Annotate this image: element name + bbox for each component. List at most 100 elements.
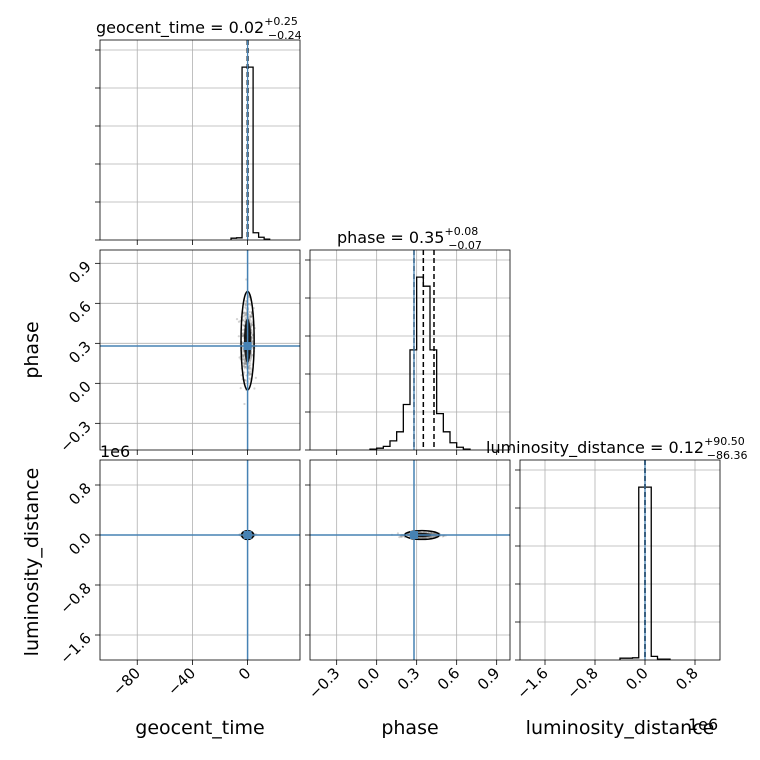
scatter-point bbox=[242, 355, 245, 358]
scatter-point bbox=[425, 536, 428, 539]
scatter-point bbox=[243, 363, 246, 366]
x-tick-label: −40 bbox=[164, 664, 199, 699]
scatter-point bbox=[245, 299, 248, 303]
scatter-point bbox=[249, 370, 252, 373]
y-tick-label: −0.8 bbox=[56, 579, 94, 617]
scatter-point bbox=[245, 307, 248, 310]
scatter-point bbox=[241, 354, 245, 357]
scatter-point bbox=[419, 530, 422, 534]
x-tick-label: −0.8 bbox=[563, 664, 601, 702]
scatter-point bbox=[250, 353, 254, 357]
scatter-point bbox=[430, 531, 433, 535]
scatter-point bbox=[243, 360, 246, 363]
panel-grid bbox=[100, 460, 300, 660]
scatter-point bbox=[250, 321, 254, 325]
scatter-point bbox=[242, 364, 246, 367]
scatter-point bbox=[251, 336, 254, 340]
scatter-point bbox=[243, 362, 246, 365]
scatter-point bbox=[421, 536, 424, 539]
scatter-point bbox=[247, 367, 250, 370]
truth-marker bbox=[243, 342, 252, 350]
scatter-point bbox=[421, 536, 425, 540]
scatter-point bbox=[250, 330, 253, 334]
scatter-point bbox=[241, 350, 244, 354]
scatter-point bbox=[418, 536, 422, 539]
scatter-point bbox=[244, 361, 247, 364]
y-tick-label: 0.3 bbox=[65, 337, 95, 367]
ylabel-phase: phase bbox=[21, 321, 43, 378]
scatter-point bbox=[250, 314, 253, 318]
scatter-point bbox=[254, 376, 257, 379]
xlabel-geocent-time: geocent_time bbox=[135, 717, 264, 739]
y-tick-label: 0.9 bbox=[65, 257, 95, 287]
title-geocent-time: geocent_time = 0.02+0.25 −0.24 bbox=[96, 15, 302, 42]
scatter-point bbox=[250, 355, 253, 358]
scatter-point bbox=[249, 319, 252, 322]
scatter-point bbox=[241, 335, 245, 338]
y-tick-label: 0.0 bbox=[65, 529, 95, 559]
xlabel-luminosity-distance: luminosity_distance bbox=[526, 717, 715, 739]
scatter-point bbox=[242, 358, 245, 361]
scatter-point bbox=[242, 323, 245, 327]
scatter-point bbox=[244, 365, 247, 368]
scatter-point bbox=[400, 535, 403, 539]
histogram-geocent_time bbox=[230, 66, 271, 240]
x-tick-label: −1.6 bbox=[513, 664, 551, 702]
scatter-point bbox=[242, 311, 246, 314]
scatter-point bbox=[441, 535, 444, 538]
y-tick-label: 0.0 bbox=[65, 377, 95, 407]
scatter-point bbox=[249, 356, 253, 359]
scatter-point bbox=[429, 535, 433, 539]
scatter-point bbox=[242, 361, 245, 365]
scatter-point bbox=[249, 315, 252, 318]
x-tick-label: 0.9 bbox=[474, 664, 504, 694]
scatter-point bbox=[248, 365, 251, 369]
scatter-point bbox=[248, 377, 251, 380]
scatter-point bbox=[429, 531, 433, 535]
y-tick-label: −0.3 bbox=[56, 417, 94, 455]
ylabel-luminosity-distance: luminosity_distance bbox=[21, 468, 43, 657]
scatter-point bbox=[243, 362, 246, 365]
scatter-point bbox=[242, 356, 245, 359]
panel-grid bbox=[520, 460, 720, 660]
scatter-point bbox=[248, 310, 251, 314]
scatter-point bbox=[399, 535, 402, 538]
scatter-point bbox=[432, 532, 436, 535]
truth-marker bbox=[243, 531, 252, 539]
scatter-point bbox=[398, 536, 401, 539]
x-tick-label: 0.6 bbox=[434, 664, 464, 694]
scatter-point bbox=[243, 371, 246, 374]
scatter-point bbox=[244, 314, 248, 317]
scatter-point bbox=[237, 335, 240, 338]
scatter-point bbox=[249, 359, 252, 362]
title-luminosity-distance: luminosity_distance = 0.12+90.50 −86.36 bbox=[486, 435, 748, 462]
scatter-point bbox=[243, 358, 246, 361]
x-tick-label: 0.8 bbox=[672, 664, 702, 694]
scatter-point bbox=[420, 536, 423, 540]
scatter-point bbox=[253, 387, 256, 390]
scatter-point bbox=[431, 535, 435, 538]
scatter-point bbox=[251, 333, 254, 336]
scatter-point bbox=[251, 323, 254, 326]
panel-frame-diag bbox=[519, 459, 721, 661]
panel-grid bbox=[310, 460, 510, 660]
offset-text-ld-y: 1e6 bbox=[100, 442, 130, 461]
scatter-point bbox=[418, 536, 421, 539]
scatter-point bbox=[430, 532, 433, 535]
truth-marker bbox=[410, 531, 418, 539]
scatter-point bbox=[430, 532, 433, 535]
scatter-point bbox=[242, 334, 245, 337]
scatter-point bbox=[243, 362, 247, 365]
scatter-point bbox=[235, 318, 239, 321]
scatter-point bbox=[243, 402, 246, 406]
scatter-point bbox=[249, 366, 252, 370]
scatter-point bbox=[432, 532, 435, 535]
scatter-point bbox=[238, 356, 241, 359]
panel-frame bbox=[99, 249, 301, 451]
scatter-point bbox=[244, 306, 247, 309]
scatter-point bbox=[248, 314, 252, 317]
scatter-point bbox=[420, 536, 424, 540]
scatter-point bbox=[249, 315, 252, 318]
panel-grid bbox=[100, 250, 300, 450]
scatter-point bbox=[247, 364, 251, 367]
